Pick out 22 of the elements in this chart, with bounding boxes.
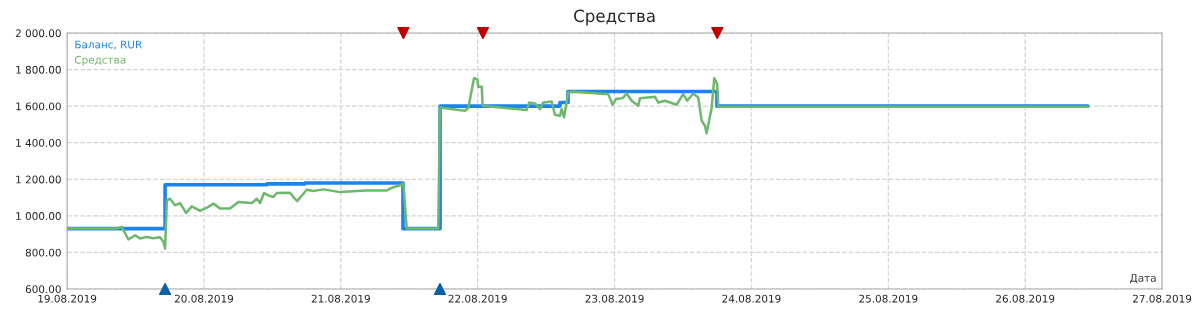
x-tick-label: 20.08.2019	[174, 294, 234, 303]
y-tick-label: 1 000.00	[16, 212, 61, 220]
y-tick-label: 1 600.00	[16, 102, 61, 111]
text: Средства	[74, 55, 126, 66]
x-tick-label: 23.08.2019	[585, 294, 644, 303]
x-axis-title: Дата	[1130, 274, 1156, 284]
y-tick-label: 1 200.00	[16, 175, 61, 184]
x-tick-label: 21.08.2019	[311, 294, 370, 303]
y-tick-label: 2 000.00	[15, 29, 61, 38]
x-tick-label: 27.08.2019	[1133, 294, 1192, 303]
y-tick-label: 800.00	[25, 248, 61, 257]
y-tick-label: 600.00	[25, 285, 61, 294]
text: Баланс, RUR	[75, 40, 142, 50]
x-tick-label: 26.08.2019	[996, 294, 1055, 303]
y-tick-label: 1 400.00	[16, 138, 61, 147]
x-tick-label: 19.08.2019	[38, 294, 97, 303]
x-tick-label: 22.08.2019	[448, 294, 507, 303]
y-tick-label: 1 800.00	[16, 65, 61, 74]
x-tick-label: 24.08.2019	[722, 294, 781, 303]
line-series	[67, 76, 1090, 250]
x-tick-label: 25.08.2019	[859, 294, 918, 303]
chart-title: Средства	[574, 9, 655, 26]
